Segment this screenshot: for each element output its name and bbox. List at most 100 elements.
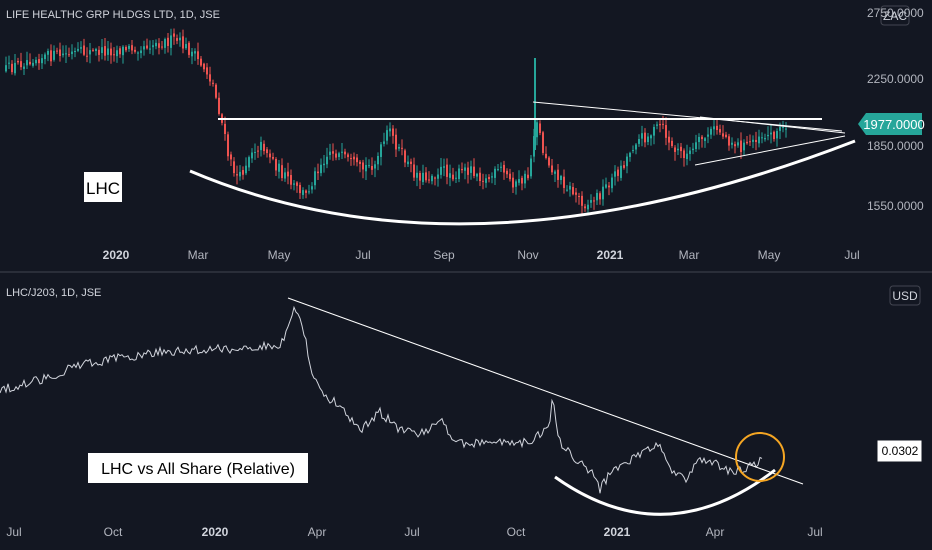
candle-body <box>641 133 643 139</box>
candle-body <box>170 35 172 48</box>
candle-body <box>308 191 310 193</box>
candle-body <box>59 49 61 56</box>
candle-body <box>80 47 82 49</box>
candle-body <box>476 173 478 177</box>
candle-body <box>362 162 364 170</box>
candle-body <box>752 139 754 142</box>
candle-body <box>560 175 562 181</box>
candle-body <box>524 173 526 184</box>
candle-body <box>497 169 499 171</box>
top-trendlines <box>189 101 856 226</box>
candle-body <box>464 167 466 171</box>
candle-body <box>89 50 91 55</box>
candle-body <box>575 192 577 195</box>
candle-body <box>449 173 451 178</box>
candle-body <box>176 38 178 41</box>
candle-body <box>299 184 301 194</box>
candle-body <box>437 174 439 179</box>
time-tick-label: Mar <box>679 248 700 262</box>
candle-body <box>62 53 64 56</box>
candle-body <box>380 144 382 157</box>
bottom-currency-box[interactable] <box>889 285 921 306</box>
candle-body <box>371 165 373 170</box>
time-tick-label: May <box>758 248 781 262</box>
candle-body <box>281 165 283 179</box>
relative-base-curve <box>554 468 776 516</box>
candle-body <box>35 59 37 64</box>
candle-body <box>173 33 175 37</box>
candle-body <box>140 50 142 54</box>
candle-body <box>728 136 730 146</box>
breakout-highlight-circle <box>735 432 785 482</box>
candle-body <box>20 61 22 68</box>
candle-body <box>716 125 718 131</box>
candle-body <box>230 154 232 160</box>
candle-body <box>38 59 40 64</box>
candle-body <box>101 47 103 54</box>
candle-body <box>578 195 580 198</box>
relative-ratio-line <box>0 305 763 494</box>
time-tick-label: Jul <box>807 525 822 539</box>
candle-body <box>203 63 205 70</box>
candle-body <box>329 151 331 156</box>
candle-body <box>197 51 199 60</box>
candle-body <box>224 123 226 134</box>
candle-body <box>338 153 340 157</box>
candle-body <box>620 165 622 178</box>
candle-body <box>506 170 508 175</box>
candle-body <box>647 136 649 143</box>
candle-body <box>77 48 79 51</box>
candle-body <box>158 43 160 48</box>
candle-body <box>554 171 556 174</box>
relative-annotation-label: LHC vs All Share (Relative) <box>101 461 295 478</box>
candle-body <box>104 46 106 56</box>
candle-body <box>467 167 469 175</box>
candle-body <box>704 138 706 141</box>
candle-body <box>485 178 487 183</box>
candle-body <box>293 183 295 185</box>
candle-body <box>335 153 337 158</box>
triangle-lower-line <box>694 135 846 166</box>
candle-body <box>455 177 457 179</box>
top-pane-title: LIFE HEALTHC GRP HLDGS LTD, 1D, JSE <box>6 9 220 21</box>
candle-body <box>737 142 739 146</box>
candle-body <box>356 157 358 163</box>
candle-body <box>383 141 385 144</box>
time-tick-label: 2020 <box>202 525 229 539</box>
candle-body <box>518 179 520 183</box>
candle-body <box>407 161 409 165</box>
candle-body <box>56 50 58 52</box>
candle-body <box>8 62 10 64</box>
candle-body <box>719 129 721 133</box>
candle-body <box>164 39 166 48</box>
candle-body <box>713 126 715 130</box>
candle-body <box>584 206 586 209</box>
candle-body <box>743 142 745 151</box>
candle-body <box>731 142 733 145</box>
candle-body <box>188 42 190 55</box>
candle-body <box>599 193 601 200</box>
candle-body <box>209 74 211 82</box>
candle-body <box>635 144 637 150</box>
candle-body <box>116 50 118 57</box>
candle-body <box>137 52 139 54</box>
candle-body <box>548 157 550 166</box>
candle-body <box>470 166 472 173</box>
time-tick-label: Jul <box>404 525 419 539</box>
candle-body <box>563 176 565 188</box>
candle-body <box>26 60 28 66</box>
candle-body <box>440 166 442 175</box>
candle-body <box>770 132 772 135</box>
candle-body <box>593 200 595 202</box>
top-currency-box[interactable] <box>880 5 910 26</box>
bottom-pane-title: LHC/J203, 1D, JSE <box>6 287 101 299</box>
candle-body <box>749 141 751 143</box>
time-tick-label: Oct <box>104 525 123 539</box>
candle-body <box>374 164 376 169</box>
candle-body <box>131 45 133 51</box>
candle-body <box>143 46 145 50</box>
candle-body <box>161 46 163 48</box>
candle-body <box>110 48 112 56</box>
time-tick-label: 2021 <box>597 248 624 262</box>
